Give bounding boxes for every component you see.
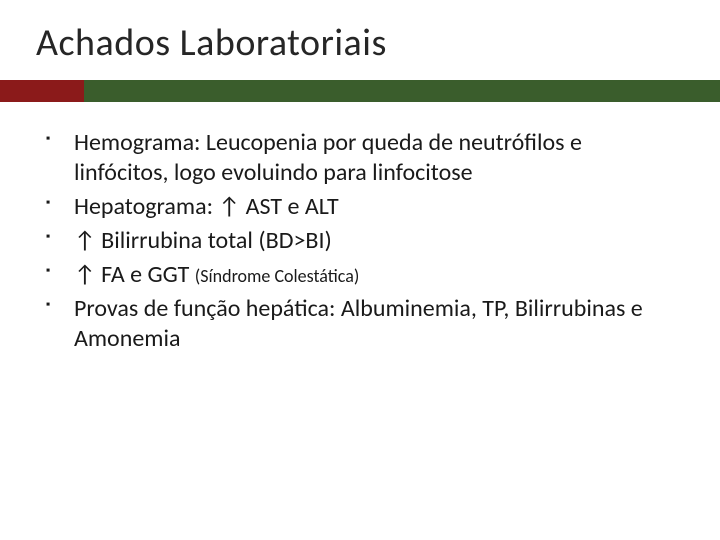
slide-title: Achados Laboratoriais [36,20,684,66]
list-item: ↑ Bilirrubina total (BD>BI) [64,226,674,256]
content-area: Hemograma: Leucopenia por queda de neutr… [36,128,684,354]
list-item: Hemograma: Leucopenia por queda de neutr… [64,128,674,188]
list-item-text: ↑ FA e GGT [74,260,195,289]
bar-red [0,80,84,102]
bullet-list: Hemograma: Leucopenia por queda de neutr… [36,128,674,354]
list-item: Hepatograma: ↑ AST e ALT [64,192,674,222]
list-item: ↑ FA e GGT (Síndrome Colestática) [64,260,674,290]
list-item-small: (Síndrome Colestática) [195,265,360,287]
bar-green [0,80,720,102]
divider-bar [0,80,720,102]
slide: Achados Laboratoriais Hemograma: Leucope… [0,0,720,540]
list-item: Provas de função hepática: Albuminemia, … [64,294,674,354]
